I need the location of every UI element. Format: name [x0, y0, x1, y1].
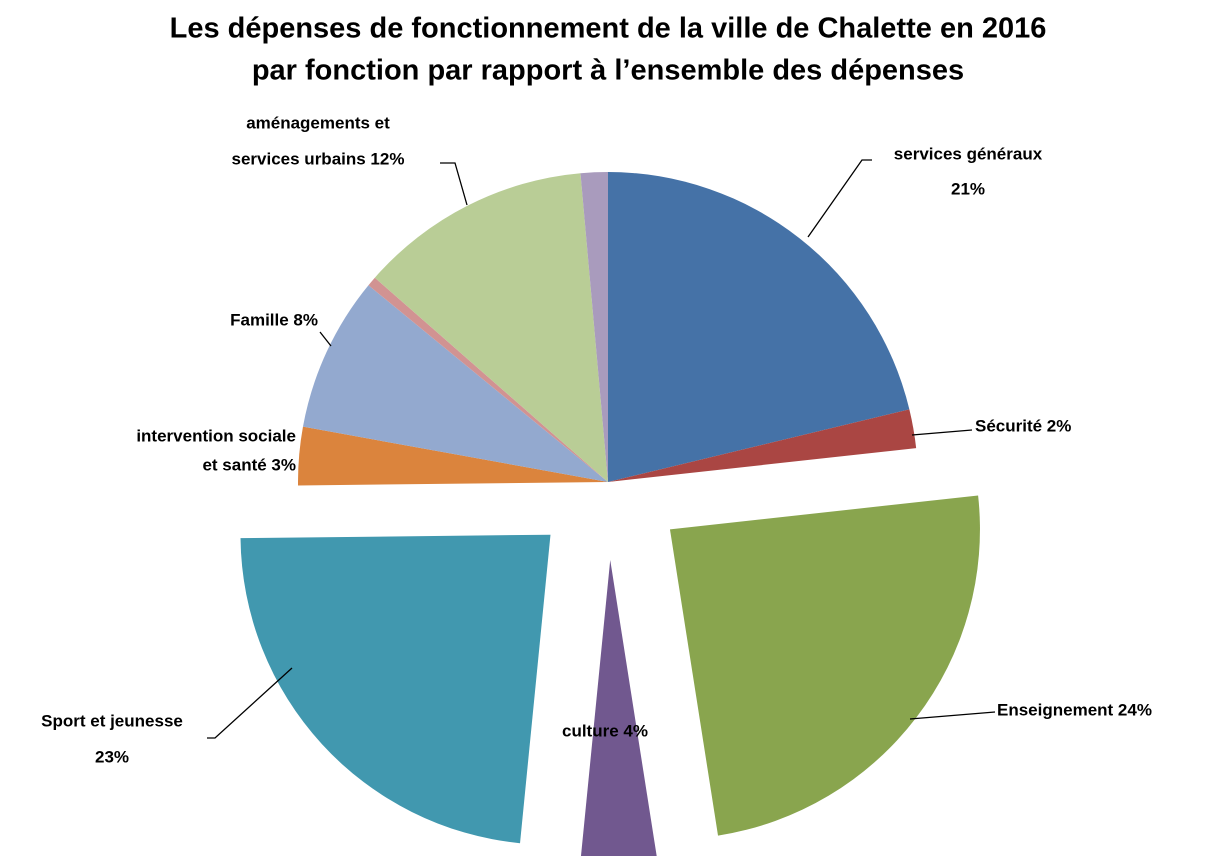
slice-label: 23% [95, 747, 129, 766]
pie-slice [580, 172, 608, 482]
slice-label: Famille 8% [230, 310, 318, 329]
slice-label: aménagements et [246, 113, 390, 132]
slice-label: Sport et jeunesse [41, 711, 183, 730]
leader-line [207, 667, 293, 739]
pie-slice [368, 277, 608, 482]
chart-title: Les dépenses de fonctionnement de la vil… [170, 13, 1047, 45]
leader-line [911, 429, 973, 436]
pie-slice [374, 173, 608, 482]
pie-slice [608, 409, 917, 482]
slice-label: intervention sociale [136, 426, 296, 445]
slice-label: culture 4% [562, 721, 648, 740]
slice-label: Sécurité 2% [975, 416, 1071, 435]
slice-label: services urbains 12% [232, 149, 405, 168]
slice-label: Enseignement 24% [997, 700, 1152, 719]
leader-line [319, 331, 332, 347]
pie-slice [580, 559, 657, 856]
pie-slice [302, 285, 608, 482]
pie-slice [298, 426, 608, 486]
pie-slice [608, 172, 910, 482]
leader-line [440, 162, 468, 206]
slice-label: et santé 3% [202, 455, 296, 474]
leader-line [807, 159, 872, 238]
slice-label: services généraux [894, 144, 1043, 163]
slice-label: 21% [951, 179, 985, 198]
pie-slice [669, 495, 980, 836]
chart-title: par fonction par rapport à l’ensemble de… [252, 55, 964, 87]
leader-line [909, 711, 996, 720]
pie-slice [240, 534, 551, 844]
